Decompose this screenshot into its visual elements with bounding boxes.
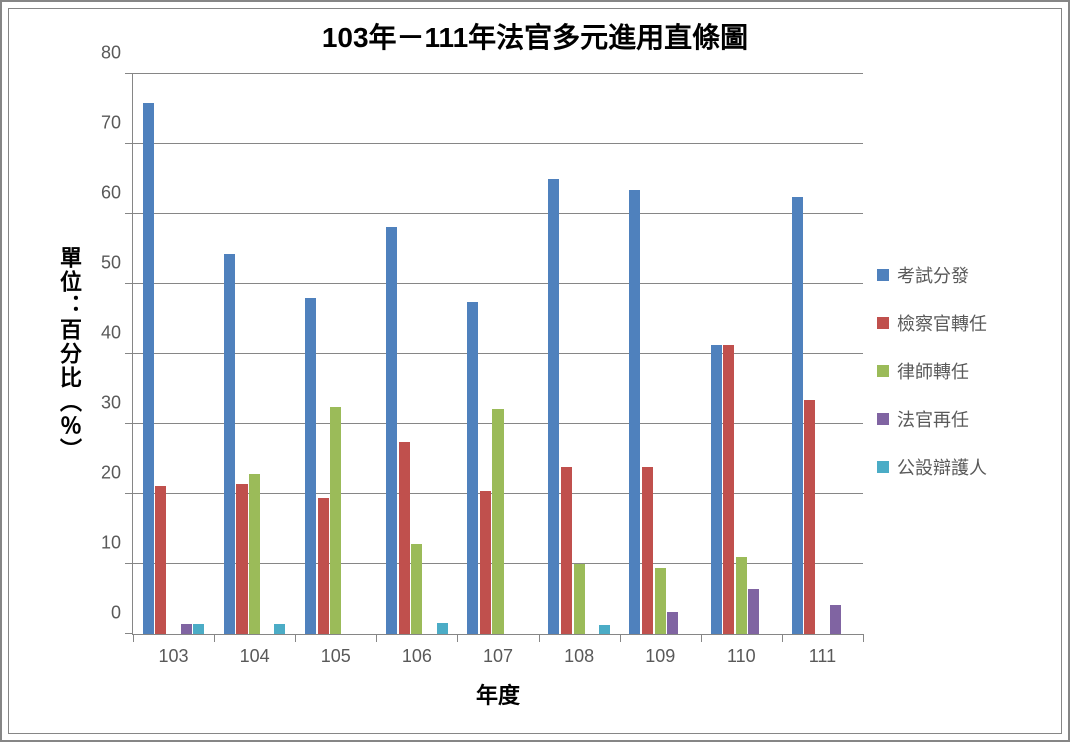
bar bbox=[830, 605, 841, 634]
y-tick-label: 50 bbox=[101, 253, 121, 274]
legend-label: 法官再任 bbox=[897, 406, 969, 432]
gridline bbox=[133, 213, 863, 214]
x-tick-label: 107 bbox=[483, 646, 513, 667]
bar bbox=[181, 624, 192, 635]
gridline bbox=[133, 353, 863, 354]
x-tick bbox=[457, 634, 458, 642]
bar bbox=[629, 190, 640, 635]
bar bbox=[642, 467, 653, 634]
bar bbox=[723, 345, 734, 634]
bar bbox=[480, 491, 491, 635]
gridline bbox=[133, 73, 863, 74]
y-tick-label: 70 bbox=[101, 113, 121, 134]
y-tick bbox=[125, 563, 133, 564]
y-tick bbox=[125, 353, 133, 354]
bar bbox=[193, 624, 204, 635]
bar bbox=[155, 486, 166, 634]
bar bbox=[736, 557, 747, 634]
y-tick-label: 60 bbox=[101, 183, 121, 204]
legend-swatch bbox=[877, 269, 889, 281]
bar bbox=[143, 103, 154, 634]
bar bbox=[667, 612, 678, 634]
legend-label: 律師轉任 bbox=[897, 358, 969, 384]
x-tick bbox=[295, 634, 296, 642]
bar bbox=[548, 179, 559, 634]
x-tick bbox=[701, 634, 702, 642]
legend-swatch bbox=[877, 461, 889, 473]
y-tick bbox=[125, 213, 133, 214]
y-tick-label: 80 bbox=[101, 43, 121, 64]
bar bbox=[318, 498, 329, 635]
y-tick-label: 20 bbox=[101, 463, 121, 484]
bar bbox=[748, 589, 759, 635]
gridline bbox=[133, 143, 863, 144]
y-tick bbox=[125, 493, 133, 494]
x-tick-label: 109 bbox=[645, 646, 675, 667]
y-axis-title: 單位：百分比（％） bbox=[53, 246, 85, 462]
x-tick-label: 106 bbox=[402, 646, 432, 667]
chart-title: 103年－111年法官多元進用直條圖 bbox=[2, 16, 1068, 56]
bar bbox=[386, 227, 397, 634]
legend-item: 公設辯護人 bbox=[877, 454, 987, 480]
legend: 考試分發檢察官轉任律師轉任法官再任公設辯護人 bbox=[877, 262, 987, 502]
x-tick-label: 110 bbox=[727, 646, 756, 667]
bar bbox=[561, 467, 572, 634]
legend-swatch bbox=[877, 413, 889, 425]
y-tick-label: 0 bbox=[111, 603, 121, 624]
legend-label: 檢察官轉任 bbox=[897, 310, 987, 336]
legend-label: 考試分發 bbox=[897, 262, 969, 288]
x-tick bbox=[782, 634, 783, 642]
legend-item: 律師轉任 bbox=[877, 358, 987, 384]
x-tick bbox=[133, 634, 134, 642]
bar bbox=[249, 474, 260, 634]
bar bbox=[599, 625, 610, 634]
bar bbox=[792, 197, 803, 635]
y-tick-label: 10 bbox=[101, 533, 121, 554]
bar bbox=[224, 254, 235, 634]
x-tick-label: 105 bbox=[321, 646, 351, 667]
bar bbox=[467, 302, 478, 635]
legend-swatch bbox=[877, 365, 889, 377]
x-tick bbox=[620, 634, 621, 642]
bar bbox=[236, 484, 247, 634]
x-tick bbox=[539, 634, 540, 642]
y-tick-label: 30 bbox=[101, 393, 121, 414]
x-tick-label: 111 bbox=[809, 646, 836, 667]
plot-area: 單位：百分比（％） 年度 010203040506070801031041051… bbox=[132, 74, 863, 635]
legend-label: 公設辯護人 bbox=[897, 454, 987, 480]
y-tick bbox=[125, 143, 133, 144]
bar bbox=[305, 298, 316, 634]
legend-swatch bbox=[877, 317, 889, 329]
bar bbox=[330, 407, 341, 635]
bar bbox=[655, 568, 666, 635]
y-tick bbox=[125, 423, 133, 424]
x-axis-title: 年度 bbox=[476, 678, 520, 710]
x-tick bbox=[376, 634, 377, 642]
bar bbox=[437, 623, 448, 634]
legend-item: 法官再任 bbox=[877, 406, 987, 432]
bar bbox=[274, 624, 285, 634]
legend-item: 檢察官轉任 bbox=[877, 310, 987, 336]
bar bbox=[574, 564, 585, 634]
bar bbox=[411, 544, 422, 634]
x-tick-label: 104 bbox=[240, 646, 270, 667]
bar bbox=[399, 442, 410, 635]
legend-item: 考試分發 bbox=[877, 262, 987, 288]
chart-container: 103年－111年法官多元進用直條圖 單位：百分比（％） 年度 01020304… bbox=[0, 0, 1070, 742]
y-tick bbox=[125, 73, 133, 74]
y-tick-label: 40 bbox=[101, 323, 121, 344]
y-tick bbox=[125, 633, 133, 634]
bar bbox=[711, 345, 722, 634]
x-tick bbox=[214, 634, 215, 642]
x-tick bbox=[863, 634, 864, 642]
y-tick bbox=[125, 283, 133, 284]
x-tick-label: 103 bbox=[159, 646, 189, 667]
gridline bbox=[133, 283, 863, 284]
x-tick-label: 108 bbox=[564, 646, 594, 667]
bar bbox=[492, 409, 503, 634]
bar bbox=[804, 400, 815, 635]
